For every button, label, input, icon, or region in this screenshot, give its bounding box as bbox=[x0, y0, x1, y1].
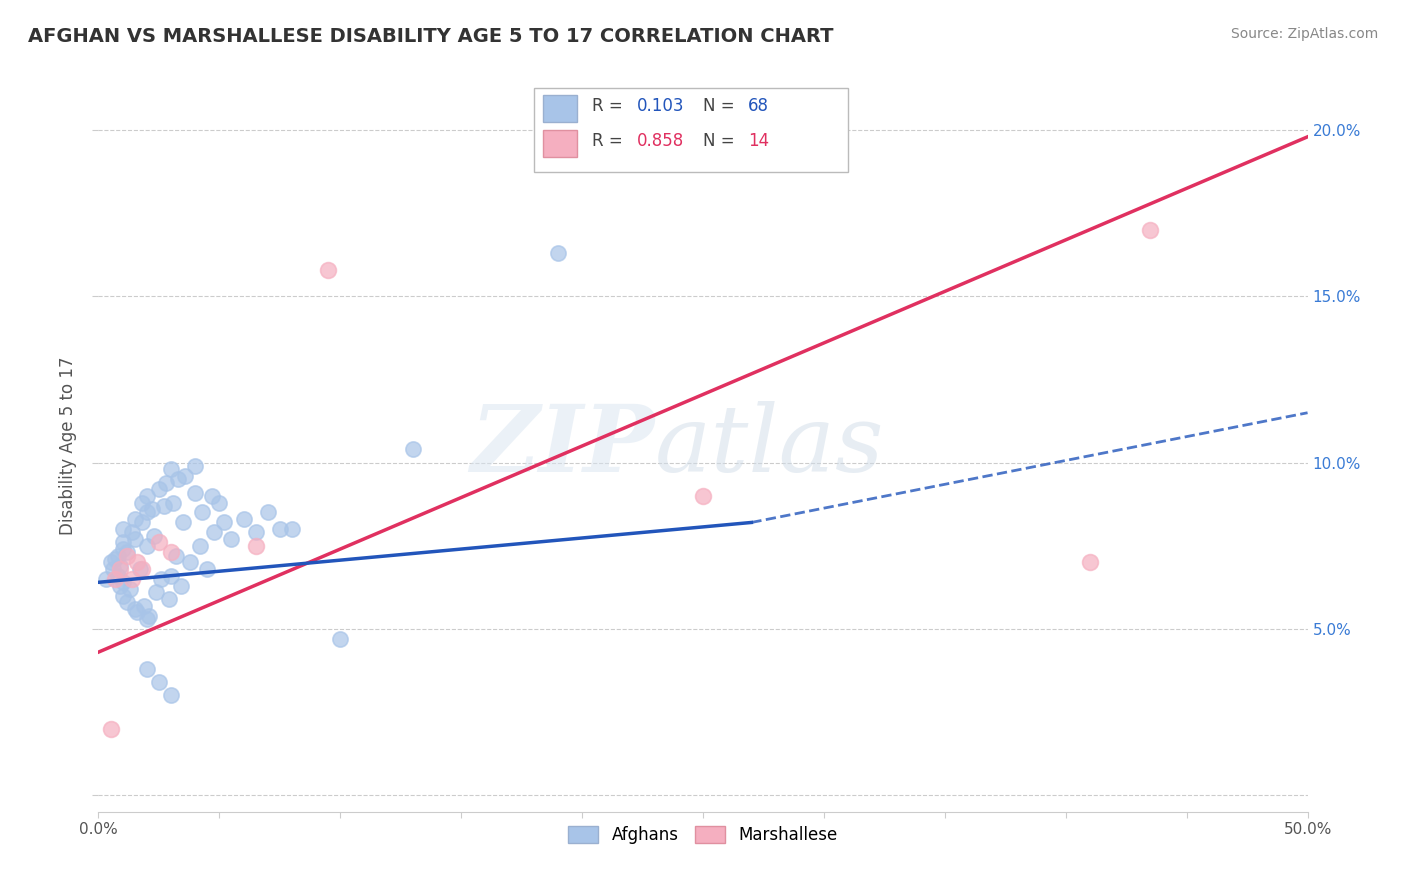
Point bbox=[121, 572, 143, 586]
Text: 0.103: 0.103 bbox=[637, 97, 683, 115]
Point bbox=[157, 591, 180, 606]
Text: atlas: atlas bbox=[655, 401, 884, 491]
Point bbox=[131, 495, 153, 509]
Point bbox=[121, 525, 143, 540]
Point bbox=[160, 568, 183, 582]
Text: N =: N = bbox=[703, 132, 740, 150]
Point bbox=[692, 489, 714, 503]
Point bbox=[329, 632, 352, 646]
Point bbox=[165, 549, 187, 563]
Point bbox=[111, 575, 134, 590]
Point bbox=[160, 689, 183, 703]
Text: 68: 68 bbox=[748, 97, 769, 115]
Point bbox=[145, 585, 167, 599]
Point bbox=[108, 579, 131, 593]
Text: N =: N = bbox=[703, 97, 740, 115]
Point bbox=[208, 495, 231, 509]
Text: R =: R = bbox=[592, 132, 627, 150]
Point bbox=[269, 522, 291, 536]
Text: 14: 14 bbox=[748, 132, 769, 150]
Point bbox=[245, 525, 267, 540]
Point bbox=[111, 542, 134, 557]
Point bbox=[221, 532, 243, 546]
Point bbox=[107, 549, 129, 563]
Point bbox=[108, 562, 131, 576]
Point bbox=[201, 489, 224, 503]
Point bbox=[150, 572, 173, 586]
Point bbox=[281, 522, 304, 536]
FancyBboxPatch shape bbox=[543, 130, 578, 157]
Point bbox=[111, 522, 134, 536]
Point bbox=[172, 516, 194, 530]
Point bbox=[111, 589, 134, 603]
Point bbox=[138, 608, 160, 623]
Point bbox=[141, 502, 163, 516]
Point bbox=[111, 535, 134, 549]
Text: AFGHAN VS MARSHALLESE DISABILITY AGE 5 TO 17 CORRELATION CHART: AFGHAN VS MARSHALLESE DISABILITY AGE 5 T… bbox=[28, 27, 834, 45]
Point bbox=[117, 595, 139, 609]
FancyBboxPatch shape bbox=[534, 87, 848, 171]
Point bbox=[191, 506, 214, 520]
Point bbox=[128, 562, 150, 576]
Point bbox=[135, 662, 157, 676]
Point bbox=[104, 572, 127, 586]
Point bbox=[148, 482, 170, 496]
Text: 0.858: 0.858 bbox=[637, 132, 683, 150]
Point bbox=[124, 512, 146, 526]
FancyBboxPatch shape bbox=[543, 95, 578, 122]
Point bbox=[94, 572, 117, 586]
Point bbox=[152, 499, 174, 513]
Y-axis label: Disability Age 5 to 17: Disability Age 5 to 17 bbox=[59, 357, 77, 535]
Point bbox=[155, 475, 177, 490]
Point bbox=[245, 539, 267, 553]
Point bbox=[162, 495, 184, 509]
Point bbox=[160, 545, 183, 559]
Legend: Afghans, Marshallese: Afghans, Marshallese bbox=[561, 820, 845, 851]
Point bbox=[124, 532, 146, 546]
Point bbox=[212, 516, 235, 530]
Point bbox=[204, 525, 226, 540]
Text: Source: ZipAtlas.com: Source: ZipAtlas.com bbox=[1230, 27, 1378, 41]
Point bbox=[118, 582, 141, 596]
Point bbox=[124, 602, 146, 616]
Point bbox=[402, 442, 425, 457]
Point bbox=[256, 506, 278, 520]
Point bbox=[179, 555, 201, 569]
Point bbox=[107, 568, 129, 582]
Point bbox=[188, 539, 211, 553]
Point bbox=[174, 469, 197, 483]
Point bbox=[232, 512, 254, 526]
Point bbox=[100, 555, 122, 569]
Point bbox=[117, 549, 139, 563]
Point bbox=[195, 562, 218, 576]
Point bbox=[184, 458, 207, 473]
Point bbox=[117, 545, 139, 559]
Point bbox=[127, 605, 149, 619]
Point bbox=[169, 579, 191, 593]
Point bbox=[127, 555, 149, 569]
Point bbox=[547, 246, 569, 260]
Point bbox=[104, 552, 127, 566]
Point bbox=[100, 722, 122, 736]
Point bbox=[148, 675, 170, 690]
Point bbox=[135, 612, 157, 626]
Point bbox=[135, 539, 157, 553]
Point bbox=[1139, 223, 1161, 237]
Point bbox=[101, 562, 124, 576]
Point bbox=[131, 562, 153, 576]
Point bbox=[131, 516, 153, 530]
Text: ZIP: ZIP bbox=[471, 401, 655, 491]
Text: R =: R = bbox=[592, 97, 627, 115]
Point bbox=[148, 535, 170, 549]
Point bbox=[108, 558, 131, 573]
Point bbox=[316, 262, 339, 277]
Point bbox=[160, 462, 183, 476]
Point bbox=[135, 506, 157, 520]
Point bbox=[143, 529, 166, 543]
Point bbox=[184, 485, 207, 500]
Point bbox=[135, 489, 157, 503]
Point bbox=[134, 599, 156, 613]
Point bbox=[1078, 555, 1101, 569]
Point bbox=[167, 472, 190, 486]
